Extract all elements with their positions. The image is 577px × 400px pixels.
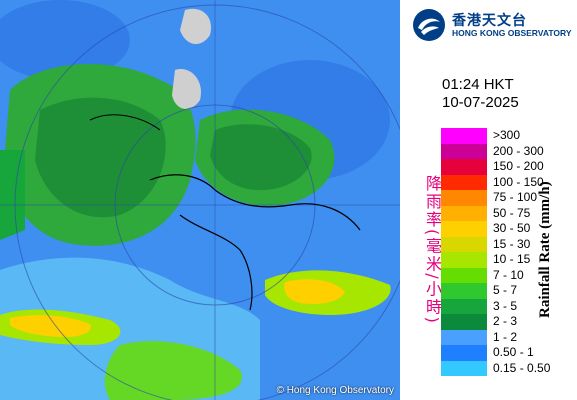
legend-swatch <box>441 190 487 206</box>
legend-row: 15 - 30 <box>441 236 576 252</box>
legend-swatch <box>441 159 487 175</box>
legend-swatch <box>441 205 487 221</box>
legend-swatch <box>441 236 487 252</box>
legend-swatch <box>441 283 487 299</box>
radar-map: © Hong Kong Observatory <box>0 0 400 400</box>
legend-range-label: 7 - 10 <box>493 267 524 282</box>
rainfall-legend: >300 200 - 300 150 - 200 100 - 150 75 - 100 5… <box>441 128 576 376</box>
legend-swatch <box>441 314 487 330</box>
legend-range-label: 50 - 75 <box>493 205 531 220</box>
legend-range-label: 15 - 30 <box>493 236 531 251</box>
legend-range-label: 100 - 150 <box>493 174 544 189</box>
legend-row: 0.15 - 0.50 <box>441 360 576 376</box>
legend-row: 30 - 50 <box>441 221 576 237</box>
legend-range-label: 0.15 - 0.50 <box>493 360 551 375</box>
legend-range-label: 30 - 50 <box>493 221 531 235</box>
legend-row: 5 - 7 <box>441 283 576 299</box>
legend-swatch <box>441 221 487 237</box>
legend-range-label: 150 - 200 <box>493 159 544 173</box>
legend-range-label: 200 - 300 <box>493 143 544 158</box>
logo-name-zh: 香港天文台 <box>452 13 527 29</box>
legend-range-label: 2 - 3 <box>493 314 518 328</box>
hko-logo[interactable]: 香港天文台 HONG KONG OBSERVATORY <box>412 6 577 46</box>
legend-swatch <box>441 298 487 314</box>
legend-swatch <box>441 267 487 283</box>
logo-name-en: HONG KONG OBSERVATORY <box>452 28 572 38</box>
legend-row: 100 - 150 <box>441 174 576 190</box>
legend-swatch <box>441 345 487 361</box>
legend-range-label: 1 - 2 <box>493 329 518 344</box>
legend-range-label: >300 <box>493 128 521 142</box>
legend-row: 50 - 75 <box>441 205 576 221</box>
legend-row: 75 - 100 <box>441 190 576 206</box>
legend-row: 3 - 5 <box>441 298 576 314</box>
legend-range-label: 10 - 15 <box>493 252 531 266</box>
legend-swatch <box>441 329 487 345</box>
legend-row: 7 - 10 <box>441 267 576 283</box>
legend-swatch <box>441 360 487 376</box>
radar-date: 10-07-2025 <box>442 94 519 111</box>
legend-swatch <box>441 128 487 144</box>
legend-row: 0.50 - 1 <box>441 345 576 361</box>
legend-row: 200 - 300 <box>441 143 576 159</box>
map-copyright: © Hong Kong Observatory <box>276 385 394 396</box>
legend-panel: 香港天文台 HONG KONG OBSERVATORY 01:24 HKT 10… <box>400 0 577 400</box>
legend-swatch <box>441 174 487 190</box>
legend-range-label: 0.50 - 1 <box>493 345 534 359</box>
radar-time: 01:24 HKT <box>442 76 514 93</box>
hko-emblem-icon <box>413 9 445 41</box>
rainfall-radar-image <box>0 0 400 400</box>
legend-swatch <box>441 252 487 268</box>
legend-title-en: Rainfall Rate (mm/h) <box>537 181 553 319</box>
legend-row: >300 <box>441 128 576 144</box>
legend-row: 10 - 15 <box>441 252 576 268</box>
legend-range-label: 75 - 100 <box>493 190 538 204</box>
legend-swatch <box>441 143 487 159</box>
legend-row: 2 - 3 <box>441 314 576 330</box>
legend-range-label: 3 - 5 <box>493 298 518 313</box>
legend-title-zh: 降雨率(毫米/小時) <box>423 175 442 325</box>
legend-range-label: 5 - 7 <box>493 283 518 297</box>
legend-row: 1 - 2 <box>441 329 576 345</box>
legend-row: 150 - 200 <box>441 159 576 175</box>
